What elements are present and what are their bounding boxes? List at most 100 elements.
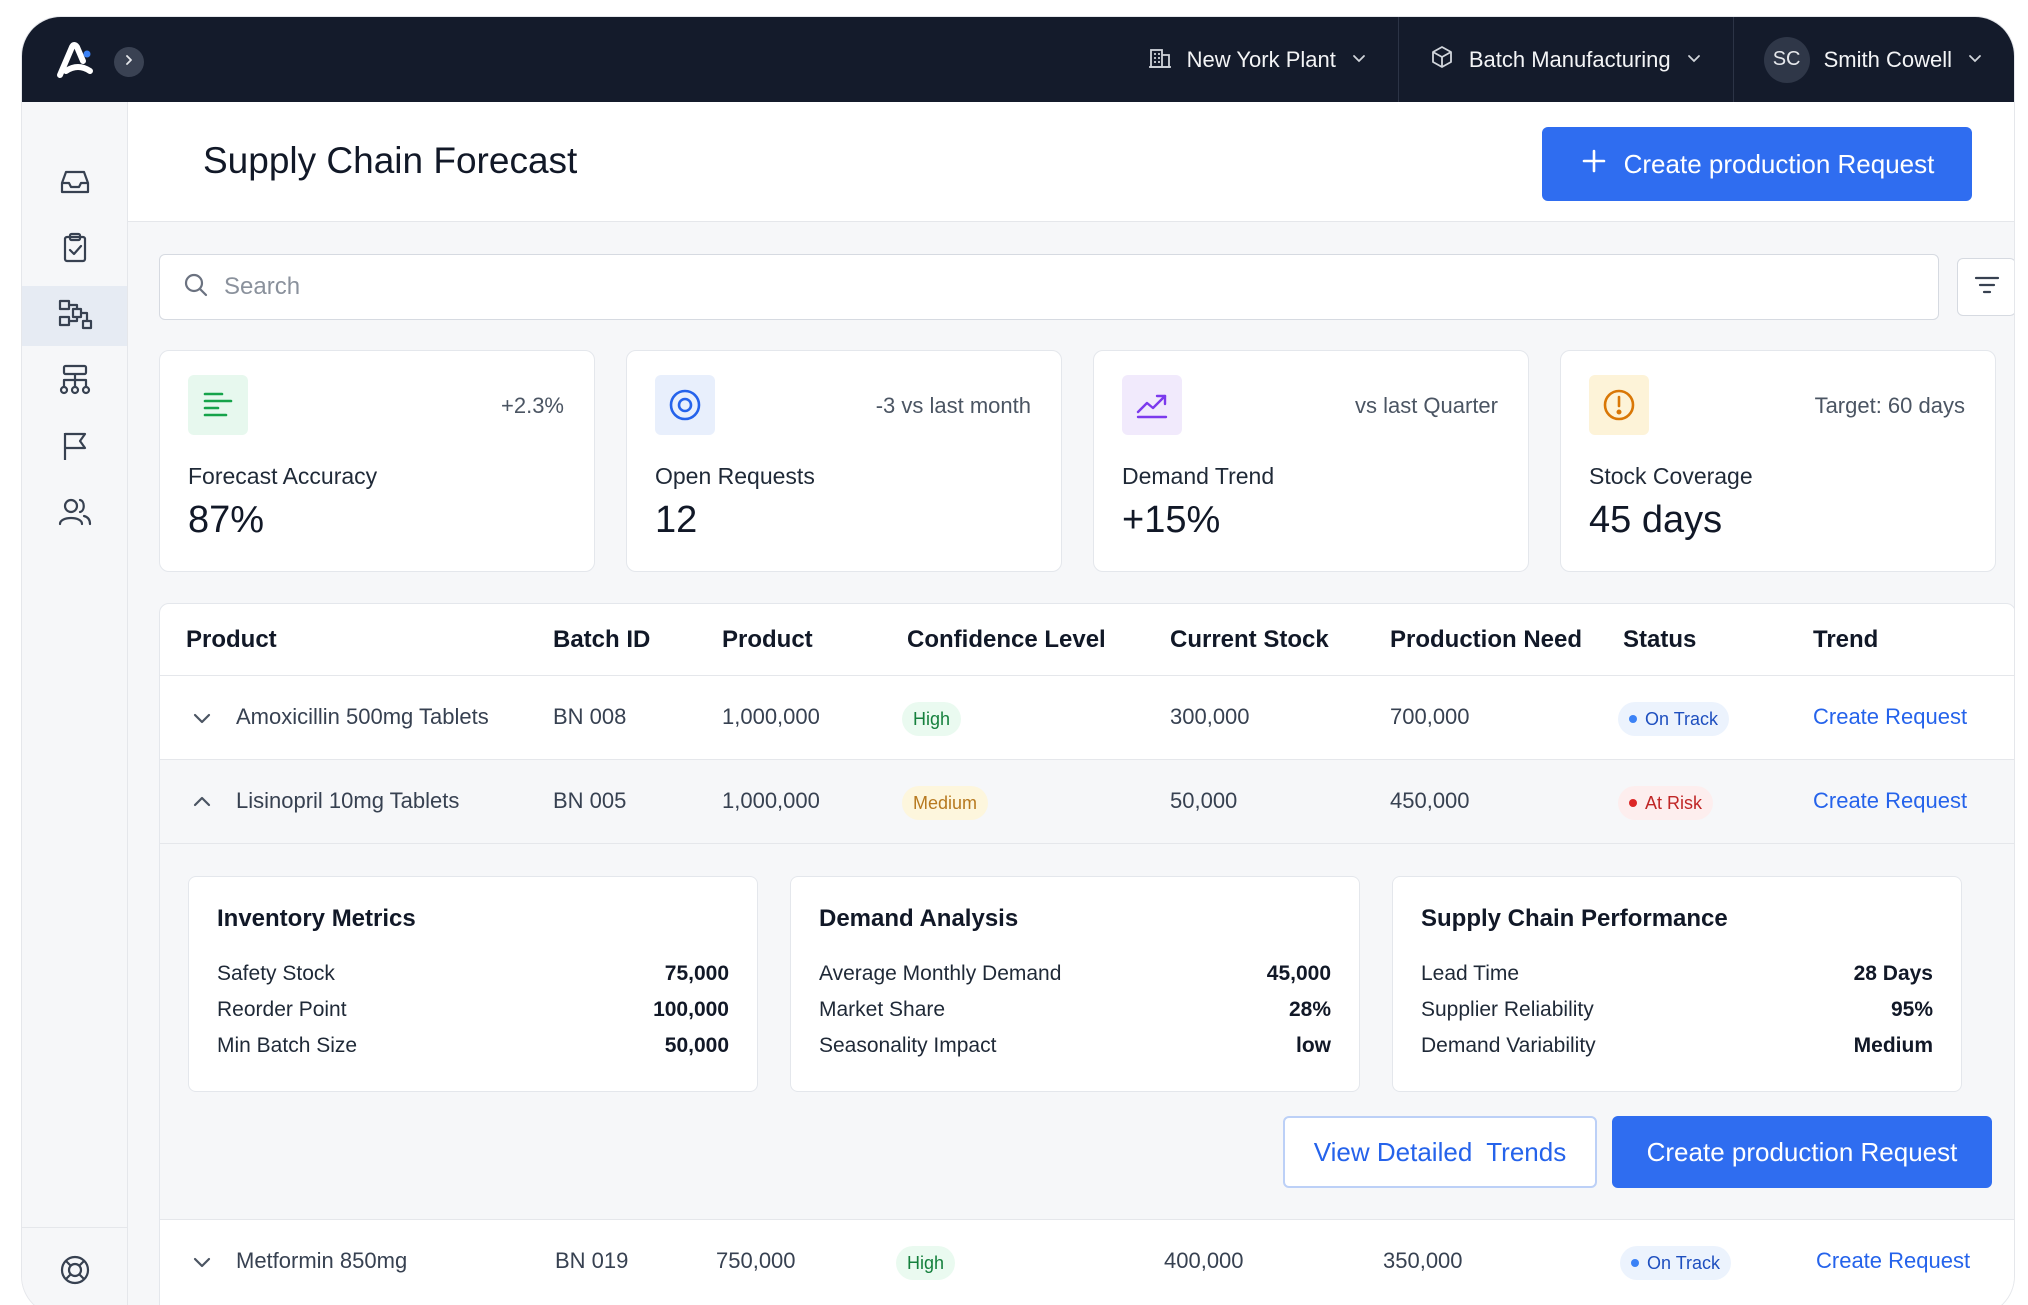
status-badge: On Track (1618, 702, 1730, 736)
app-window: New York Plant Batch Manufacturing SC Sm… (21, 16, 2015, 1305)
stat-value: 87% (188, 499, 265, 541)
create-request-link[interactable]: Create Request (1813, 704, 1968, 729)
search-input[interactable] (224, 273, 1938, 301)
card-title: Inventory Metrics (217, 905, 416, 932)
stat-label: Forecast Accuracy (188, 463, 378, 489)
metric-row: Supplier Reliability 95% (1421, 998, 1933, 1022)
confidence-label: High (907, 1252, 945, 1273)
user-name: Smith Cowell (1823, 46, 1952, 72)
product-name: Lisinopril 10mg Tablets (236, 788, 460, 813)
metric-value: 28% (1288, 998, 1331, 1021)
metric-row: Market Share 28% (819, 998, 1331, 1022)
create-production-request-button[interactable]: Create production Request (1542, 127, 1972, 201)
confidence-label: High (913, 708, 951, 729)
chevron-down-icon[interactable] (190, 706, 214, 735)
sidebar-item-forecast[interactable] (22, 286, 127, 346)
create-production-request-button-bottom[interactable]: Create production Request (1612, 1116, 1992, 1188)
metric-label: Min Batch Size (217, 1034, 358, 1057)
metric-value: 95% (1890, 998, 1933, 1021)
create-request-link[interactable]: Create Request (1816, 1248, 1971, 1273)
metric-label: Average Monthly Demand (819, 962, 1062, 985)
plant-label: New York Plant (1186, 46, 1336, 72)
stat-label: Stock Coverage (1589, 463, 1753, 489)
column-header-production-need[interactable]: Production Need (1390, 626, 1583, 653)
plant-selector[interactable]: New York Plant (1117, 17, 1398, 102)
stat-value: +15% (1122, 499, 1221, 541)
create-request-link[interactable]: Create Request (1813, 788, 1968, 813)
status-dot (1629, 799, 1637, 807)
chevron-down-icon[interactable] (190, 1250, 214, 1279)
building-icon (1147, 44, 1173, 76)
sidebar-item-inbox[interactable] (22, 154, 127, 214)
stat-value: 12 (655, 499, 698, 541)
column-header-batch-id[interactable]: Batch ID (553, 626, 651, 653)
stat-value: 45 days (1589, 499, 1723, 541)
app-logo[interactable] (56, 41, 96, 79)
stat-label: Open Requests (655, 463, 815, 489)
sidebar-item-users[interactable] (22, 484, 127, 544)
metric-row: Safety Stock 75,000 (217, 962, 729, 986)
table-row[interactable]: Amoxicillin 500mg Tablets BN 008 1,000,0… (160, 676, 2014, 760)
confidence-badge: Medium (902, 786, 989, 820)
stat-note: -3 vs last month (875, 393, 1031, 418)
status-label: On Track (1647, 1252, 1721, 1273)
sidebar-item-help[interactable] (22, 1242, 127, 1302)
metric-value: 45,000 (1266, 962, 1331, 985)
card-title: Supply Chain Performance (1421, 905, 1728, 932)
search-bar (159, 254, 1939, 320)
inventory-metrics-card: Inventory Metrics Safety Stock 75,000 Reo… (188, 876, 758, 1092)
status-dot (1629, 715, 1637, 723)
quantity: 1,000,000 (722, 788, 820, 813)
sidebar-item-flags[interactable] (22, 418, 127, 478)
filter-button[interactable] (1957, 258, 2014, 316)
mode-selector[interactable]: Batch Manufacturing (1397, 17, 1733, 102)
status-badge: On Track (1620, 1246, 1732, 1280)
production-need: 350,000 (1383, 1248, 1463, 1273)
table-row[interactable]: Metformin 850mg BN 019 750,000 High 400,… (160, 1220, 2014, 1304)
forecast-table: Product Batch ID Product Confidence Leve… (159, 603, 2014, 1305)
product-name: Metformin 850mg (236, 1248, 408, 1273)
current-stock: 300,000 (1170, 704, 1250, 729)
table-row[interactable]: Lisinopril 10mg Tablets BN 005 1,000,000… (160, 760, 2014, 844)
metric-value: Medium (1853, 1034, 1933, 1057)
users-icon (57, 495, 93, 534)
stat-card-stock-coverage: Target: 60 days Stock Coverage 45 days (1560, 350, 1996, 572)
clipboard-check-icon (58, 231, 92, 270)
page-header: Supply Chain Forecast Create production … (128, 102, 2014, 222)
current-stock: 400,000 (1164, 1248, 1244, 1273)
sidebar-expand-button[interactable] (114, 47, 144, 77)
metric-label: Safety Stock (217, 962, 335, 985)
avatar: SC (1763, 36, 1810, 83)
column-header-quantity[interactable]: Product (722, 626, 813, 653)
column-header-confidence[interactable]: Confidence Level (907, 626, 1106, 653)
metric-value: 50,000 (664, 1034, 729, 1057)
column-header-current-stock[interactable]: Current Stock (1170, 626, 1329, 653)
column-header-trend[interactable]: Trend (1813, 626, 1879, 653)
target-icon (655, 375, 715, 435)
column-header-product[interactable]: Product (186, 626, 277, 653)
metric-label: Demand Variability (1421, 1034, 1596, 1057)
alert-icon (1589, 375, 1649, 435)
sidebar (22, 102, 128, 1305)
sidebar-item-tasks[interactable] (22, 220, 127, 280)
cube-icon (1429, 44, 1455, 76)
chevron-down-icon (1685, 47, 1703, 73)
stat-label: Demand Trend (1122, 463, 1275, 489)
table-header: Product Batch ID Product Confidence Leve… (160, 604, 2014, 676)
demand-analysis-card: Demand Analysis Average Monthly Demand 45… (790, 876, 1360, 1092)
user-menu[interactable]: SC Smith Cowell (1732, 17, 2014, 102)
sidebar-item-hierarchy[interactable] (22, 352, 127, 412)
status-dot (1631, 1259, 1639, 1267)
column-header-status[interactable]: Status (1623, 626, 1697, 653)
top-bar: New York Plant Batch Manufacturing SC Sm… (22, 17, 2014, 102)
metric-value: 75,000 (664, 962, 729, 985)
batch-id: BN 008 (553, 704, 627, 729)
sidebar-divider (22, 1227, 127, 1228)
stat-note: vs last Quarter (1354, 393, 1498, 418)
current-stock: 50,000 (1170, 788, 1238, 813)
chevron-up-icon[interactable] (190, 790, 214, 819)
view-detailed-trends-button[interactable]: View Detailed Trends (1283, 1116, 1597, 1188)
metric-row: Lead Time 28 Days (1421, 962, 1933, 986)
status-label: On Track (1645, 708, 1719, 729)
production-need: 450,000 (1390, 788, 1470, 813)
